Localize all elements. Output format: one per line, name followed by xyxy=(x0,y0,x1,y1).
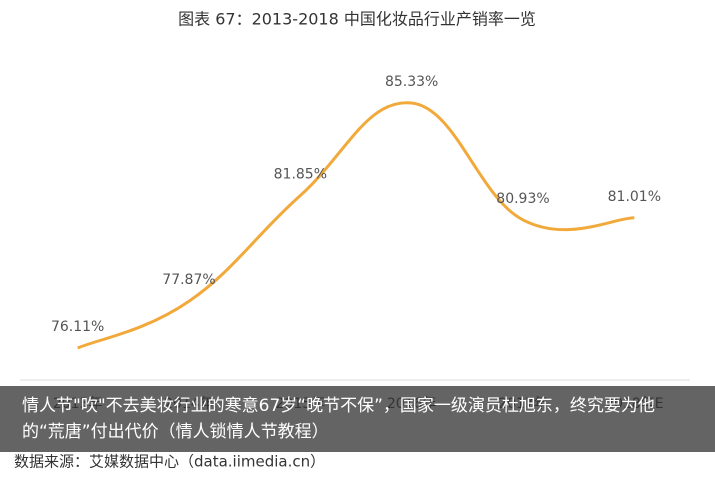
line xyxy=(77,101,635,350)
data-label: 77.87% xyxy=(162,272,215,288)
data-label: 81.85% xyxy=(274,166,327,182)
data-label: 76.11% xyxy=(51,319,104,335)
data-label: 80.93% xyxy=(496,191,549,207)
chart-title: 图表 67：2013-2018 中国化妆品行业产销率一览 xyxy=(178,10,536,29)
data-label: 85.33% xyxy=(385,74,438,90)
data-label: 81.01% xyxy=(608,189,661,205)
source: 数据来源：艾媒数据中心（data.iimedia.cn） xyxy=(14,453,325,471)
overlay-caption: 情人节"吹"不去美妆行业的寒意67岁“晚节不保”，国家一级演员杜旭东，终究要为他… xyxy=(0,386,715,452)
